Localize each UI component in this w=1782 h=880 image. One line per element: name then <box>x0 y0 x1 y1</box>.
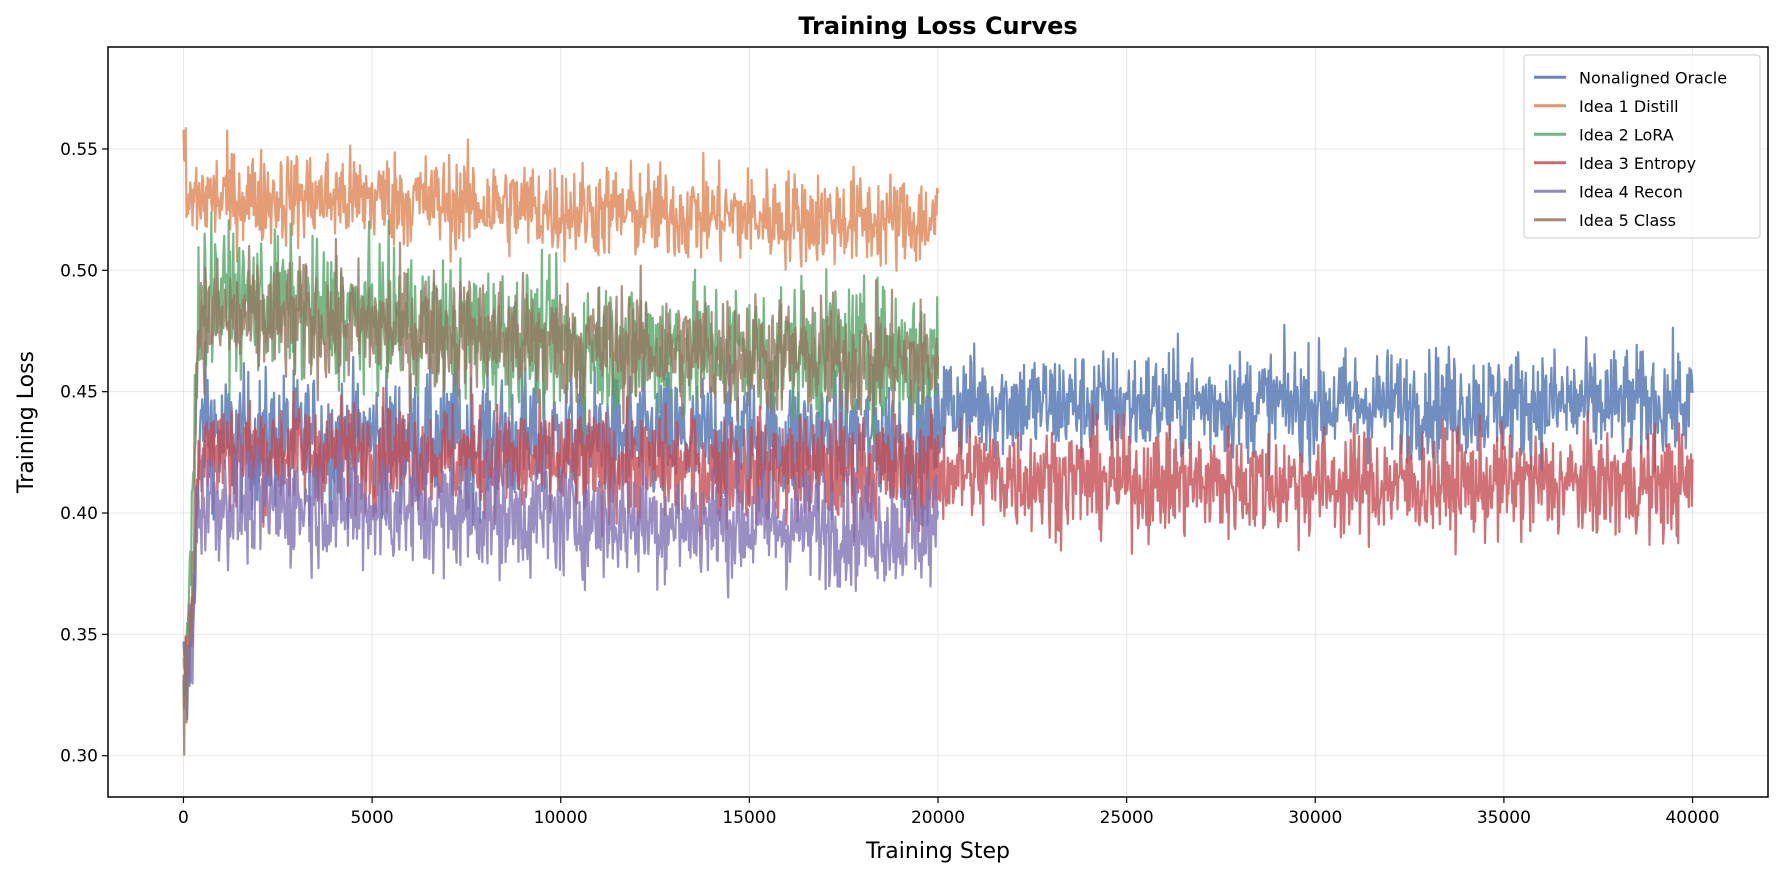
x-tick-label: 15000 <box>722 808 776 828</box>
chart-title: Training Loss Curves <box>798 12 1077 40</box>
legend-label: Idea 2 LoRA <box>1579 125 1674 144</box>
y-tick-label: 0.50 <box>60 261 98 281</box>
y-tick-label: 0.55 <box>60 140 98 160</box>
x-axis-title: Training Step <box>865 839 1010 864</box>
series-layer <box>182 127 1694 756</box>
y-axis-title: Training Loss <box>14 351 39 494</box>
series-line-6 <box>182 237 940 756</box>
x-tick-label: 40000 <box>1665 808 1719 828</box>
x-tick-label: 5000 <box>350 808 393 828</box>
axes-layer: 0 5000 10000 15000 20000 25000 30000 35000 40000… <box>60 140 1719 828</box>
x-tick-label: 0 <box>178 808 189 828</box>
y-tick-label: 0.35 <box>60 625 98 645</box>
legend-label: Idea 3 Entropy <box>1579 154 1696 173</box>
x-tick-label: 30000 <box>1288 808 1342 828</box>
x-tick-label: 20000 <box>911 808 965 828</box>
legend-box <box>1523 54 1761 239</box>
series-line-5 <box>182 433 940 696</box>
series-line-2 <box>182 127 940 272</box>
legend-label: Idea 5 Class <box>1579 211 1676 230</box>
y-tick-label: 0.30 <box>60 747 98 767</box>
x-tick-label: 10000 <box>534 808 588 828</box>
legend-label: Idea 4 Recon <box>1579 182 1683 201</box>
x-tick-label: 25000 <box>1100 808 1154 828</box>
y-tick-label: 0.45 <box>60 383 98 403</box>
legend-label: Nonaligned Oracle <box>1579 68 1727 87</box>
y-tick-label: 0.40 <box>60 504 98 524</box>
legend: Nonaligned Oracle Idea 1 Distill Idea 2 Lo… <box>1523 54 1761 239</box>
x-tick-label: 35000 <box>1477 808 1531 828</box>
legend-label: Idea 1 Distill <box>1579 97 1679 116</box>
series-line-4 <box>182 386 1694 709</box>
